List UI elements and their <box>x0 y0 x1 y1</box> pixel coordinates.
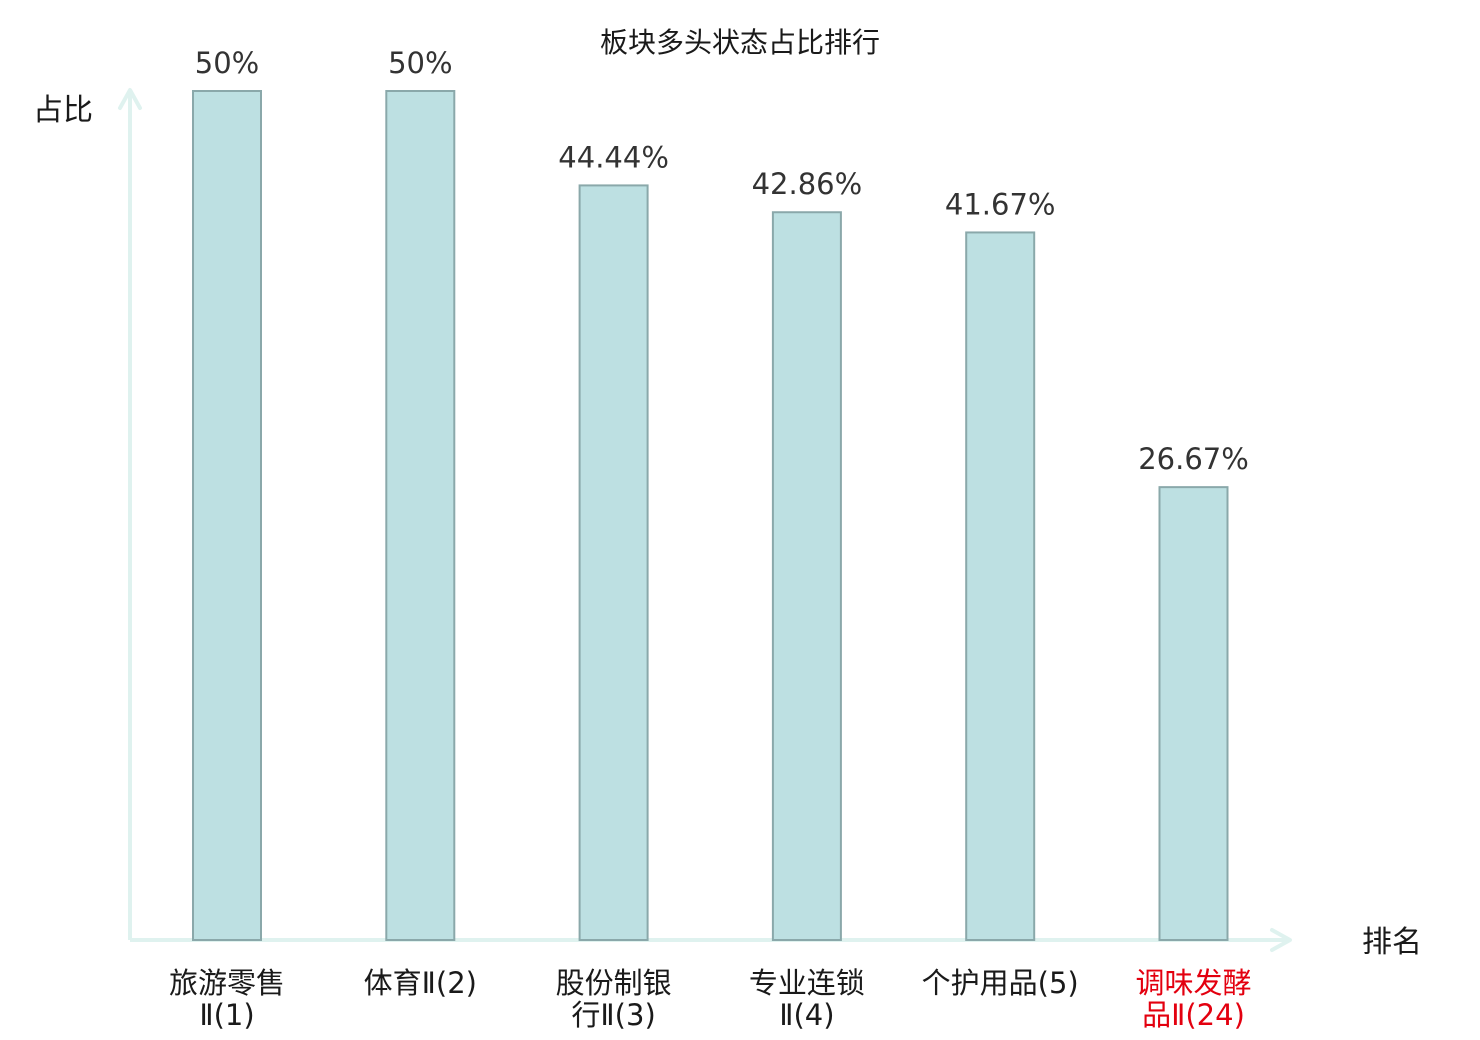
bar <box>578 184 649 941</box>
y-axis-arrow <box>118 88 142 110</box>
bar <box>965 231 1036 941</box>
y-axis-label: 占比 <box>33 93 93 128</box>
category-label: 股份制银 <box>556 966 672 1000</box>
value-label: 44.44% <box>558 140 669 174</box>
value-label: 50% <box>195 46 259 80</box>
x-axis-label: 排名 <box>1362 925 1422 960</box>
category-label: 品Ⅱ(24) <box>1142 998 1245 1032</box>
category-label: 体育Ⅱ(2) <box>364 966 477 1000</box>
x-axis-arrow <box>1270 928 1292 952</box>
bar <box>385 90 456 941</box>
value-label: 26.67% <box>1138 442 1249 476</box>
category-label: 行Ⅱ(3) <box>571 998 655 1032</box>
bars <box>192 90 1229 942</box>
category-label: Ⅱ(4) <box>779 998 834 1032</box>
value-labels: 50% 50% 44.44% 42.86% 41.67% 26.67% <box>195 46 1249 476</box>
value-label: 50% <box>388 46 452 80</box>
category-label: Ⅱ(1) <box>199 998 254 1032</box>
bar <box>771 211 842 942</box>
category-label: 旅游零售 <box>169 966 285 1000</box>
bar <box>1158 486 1229 941</box>
axes <box>118 88 1292 952</box>
value-label: 42.86% <box>752 167 863 201</box>
category-label: 个护用品(5) <box>922 966 1079 1000</box>
category-label: 调味发酵 <box>1135 966 1251 1000</box>
category-label: 专业连锁 <box>749 966 865 1000</box>
value-label: 41.67% <box>945 187 1056 221</box>
chart-title: 板块多头状态占比排行 <box>600 26 880 59</box>
bar <box>192 90 262 941</box>
